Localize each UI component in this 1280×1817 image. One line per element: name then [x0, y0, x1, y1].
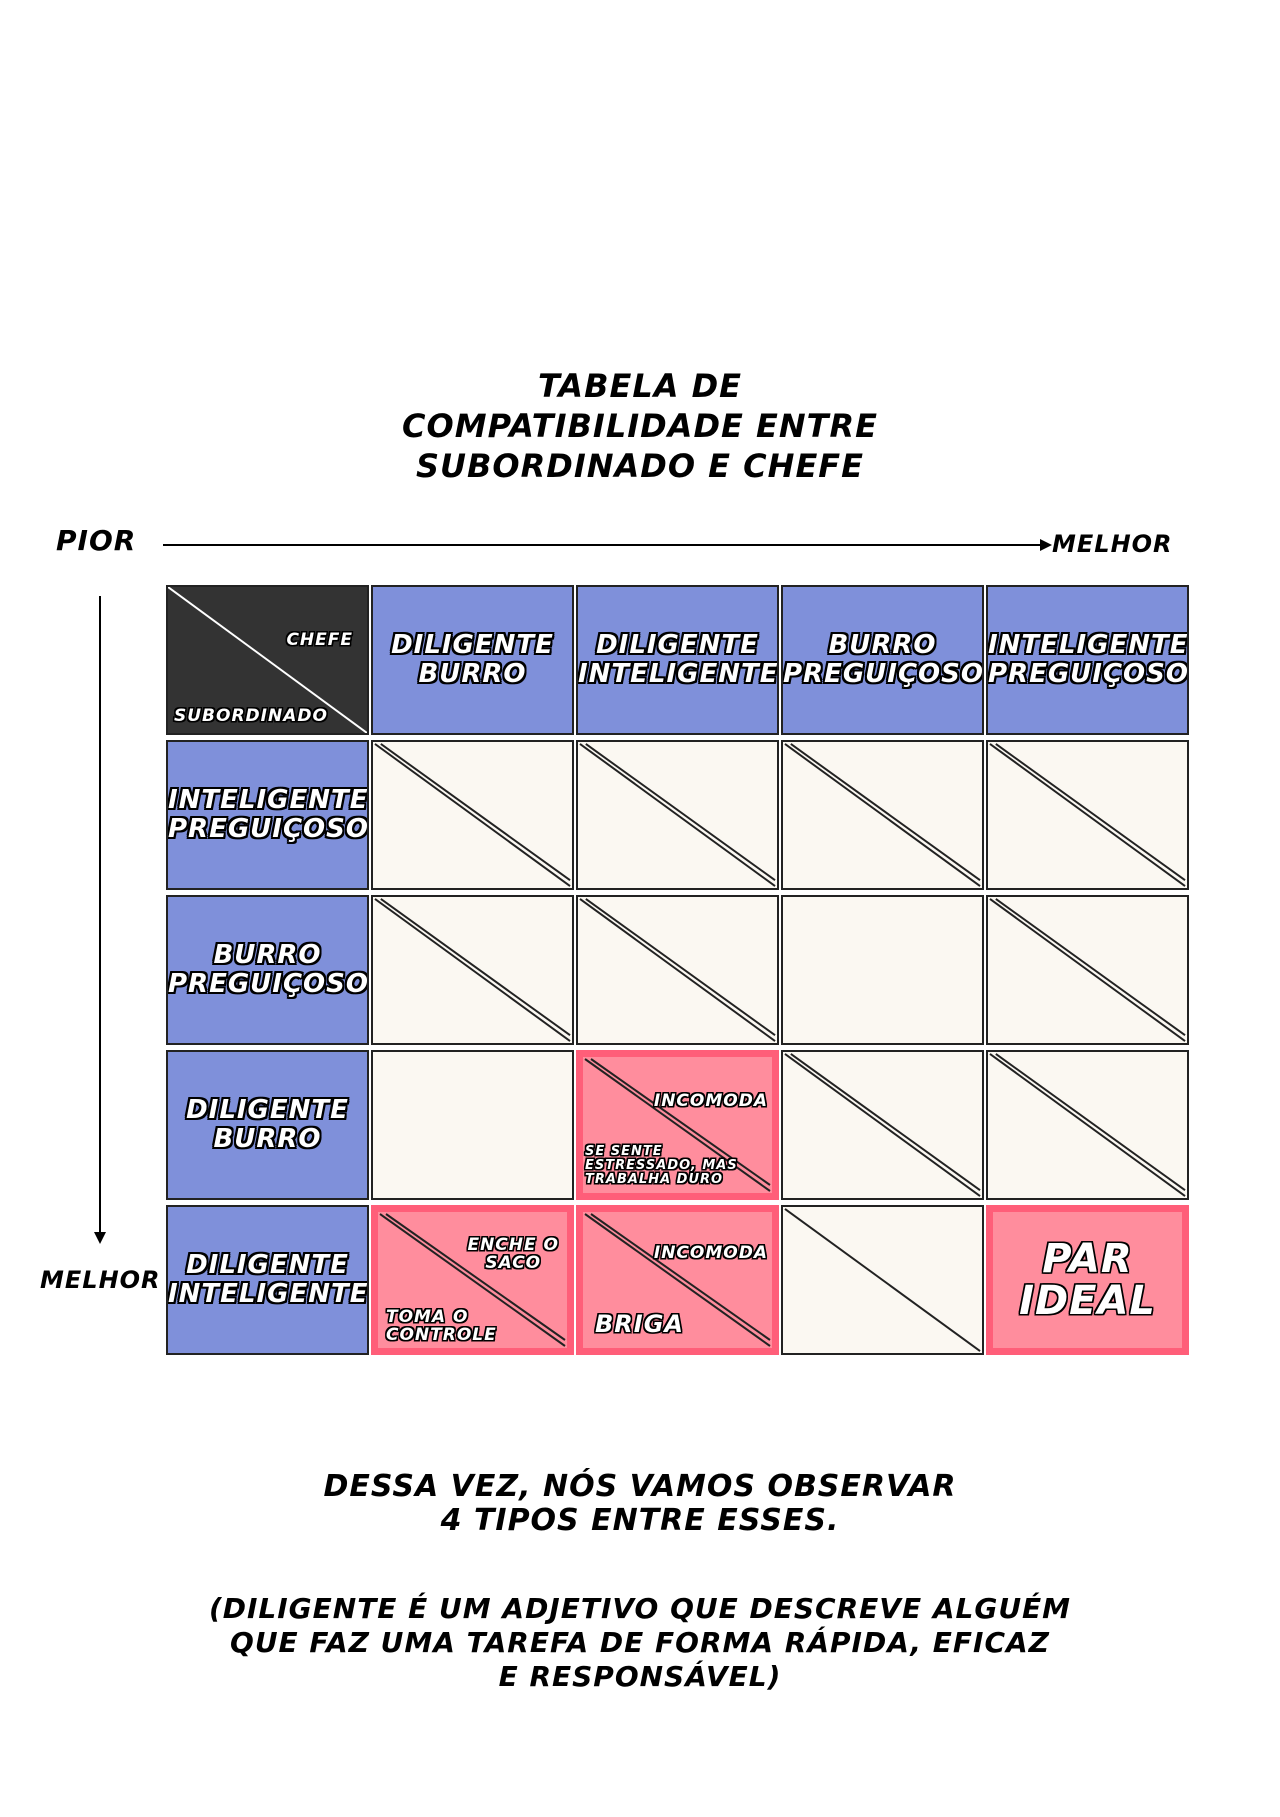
cell-r3-c2: INCOMODA SE SENTE ESTRESSADO, MAS TRABAL…: [576, 1050, 779, 1200]
cell-diagonal: [374, 898, 571, 1042]
axis-label-melhor-x: MELHOR: [1052, 530, 1173, 558]
row-header-label: DILIGENTE INTELIGENTE: [168, 1250, 369, 1309]
cell-r4-c2-top-label: INCOMODA: [653, 1243, 768, 1263]
footer-line-2: (DILIGENTE É UM ADJETIVO QUE DESCREVE AL…: [208, 1592, 1072, 1693]
cell-r2-c3: [781, 895, 984, 1045]
cell-r1-c1: [371, 740, 574, 890]
cell-diagonal: [784, 1208, 981, 1352]
cell-r1-c3: [781, 740, 984, 890]
cell-diagonal: [584, 1058, 771, 1192]
cell-r4-c2: INCOMODA BRIGA: [576, 1205, 779, 1355]
cell-diagonal: [579, 743, 776, 887]
cell-r3-c4: [986, 1050, 1189, 1200]
cell-r3-c2-bottom-label: SE SENTE ESTRESSADO, MAS TRABALHA DURO: [585, 1144, 738, 1187]
row-header-diligente-inteligente: DILIGENTE INTELIGENTE: [166, 1205, 369, 1355]
cell-r4-c3: [781, 1205, 984, 1355]
row-header-label: INTELIGENTE PREGUIÇOSO: [168, 785, 369, 844]
column-header-diligente-inteligente: DILIGENTE INTELIGENTE: [576, 585, 779, 735]
cell-r4-c2-bottom-label: BRIGA: [595, 1310, 684, 1338]
cell-diagonal: [989, 898, 1186, 1042]
row-header-burro-preguicoso: BURRO PREGUIÇOSO: [166, 895, 369, 1045]
corner-label-subordinado: SUBORDINADO: [174, 706, 328, 726]
cell-r4-c4-center-label: PAR IDEAL: [1019, 1236, 1156, 1324]
column-header-burro-preguicoso: BURRO PREGUIÇOSO: [781, 585, 984, 735]
cell-r3-c2-top-label: INCOMODA: [653, 1091, 768, 1111]
cell-diagonal: [579, 898, 776, 1042]
cell-diagonal: [784, 1053, 981, 1197]
cell-r4-c1-top-label: ENCHE O SACO: [467, 1235, 559, 1273]
cell-r2-c4: [986, 895, 1189, 1045]
cell-r4-c1-bottom-label: TOMA O CONTROLE: [386, 1307, 497, 1345]
cell-r1-c2: [576, 740, 779, 890]
corner-label-chefe: CHEFE: [286, 630, 353, 650]
cell-diagonal: [379, 1213, 566, 1347]
column-header-diligente-burro: DILIGENTE BURRO: [371, 585, 574, 735]
cell-r4-c4: PAR IDEAL: [986, 1205, 1189, 1355]
row-header-label: DILIGENTE BURRO: [186, 1095, 349, 1154]
page-title: TABELA DE COMPATIBILIDADE ENTRE SUBORDIN…: [402, 367, 878, 485]
x-axis-arrow-icon: [1040, 539, 1052, 551]
row-header-inteligente-preguicoso: INTELIGENTE PREGUIÇOSO: [166, 740, 369, 890]
y-axis-arrow-icon: [94, 1232, 106, 1244]
column-header-label: DILIGENTE BURRO: [391, 630, 554, 689]
row-header-diligente-burro: DILIGENTE BURRO: [166, 1050, 369, 1200]
cell-r4-c1: ENCHE O SACO TOMA O CONTROLE: [371, 1205, 574, 1355]
corner-cell: CHEFE SUBORDINADO: [166, 585, 369, 735]
cell-r2-c2: [576, 895, 779, 1045]
axis-label-melhor-y: MELHOR: [40, 1266, 161, 1294]
cell-diagonal: [989, 743, 1186, 887]
cell-r1-c4: [986, 740, 1189, 890]
cell-diagonal: [989, 1053, 1186, 1197]
cell-r3-c3: [781, 1050, 984, 1200]
cell-diagonal: [584, 1213, 771, 1347]
cell-diagonal: [784, 743, 981, 887]
row-header-label: BURRO PREGUIÇOSO: [168, 940, 369, 999]
footer-line-1: DESSA VEZ, NÓS VAMOS OBSERVAR 4 TIPOS EN…: [323, 1469, 957, 1538]
column-header-label: DILIGENTE INTELIGENTE: [578, 630, 779, 689]
cell-r2-c1: [371, 895, 574, 1045]
cell-diagonal: [374, 743, 571, 887]
corner-diagonal: [168, 587, 367, 733]
column-header-label: BURRO PREGUIÇOSO: [783, 630, 984, 689]
axis-label-pior: PIOR: [56, 524, 137, 557]
column-header-inteligente-preguicoso: INTELIGENTE PREGUIÇOSO: [986, 585, 1189, 735]
cell-r3-c1: [371, 1050, 574, 1200]
column-header-label: INTELIGENTE PREGUIÇOSO: [988, 630, 1189, 689]
